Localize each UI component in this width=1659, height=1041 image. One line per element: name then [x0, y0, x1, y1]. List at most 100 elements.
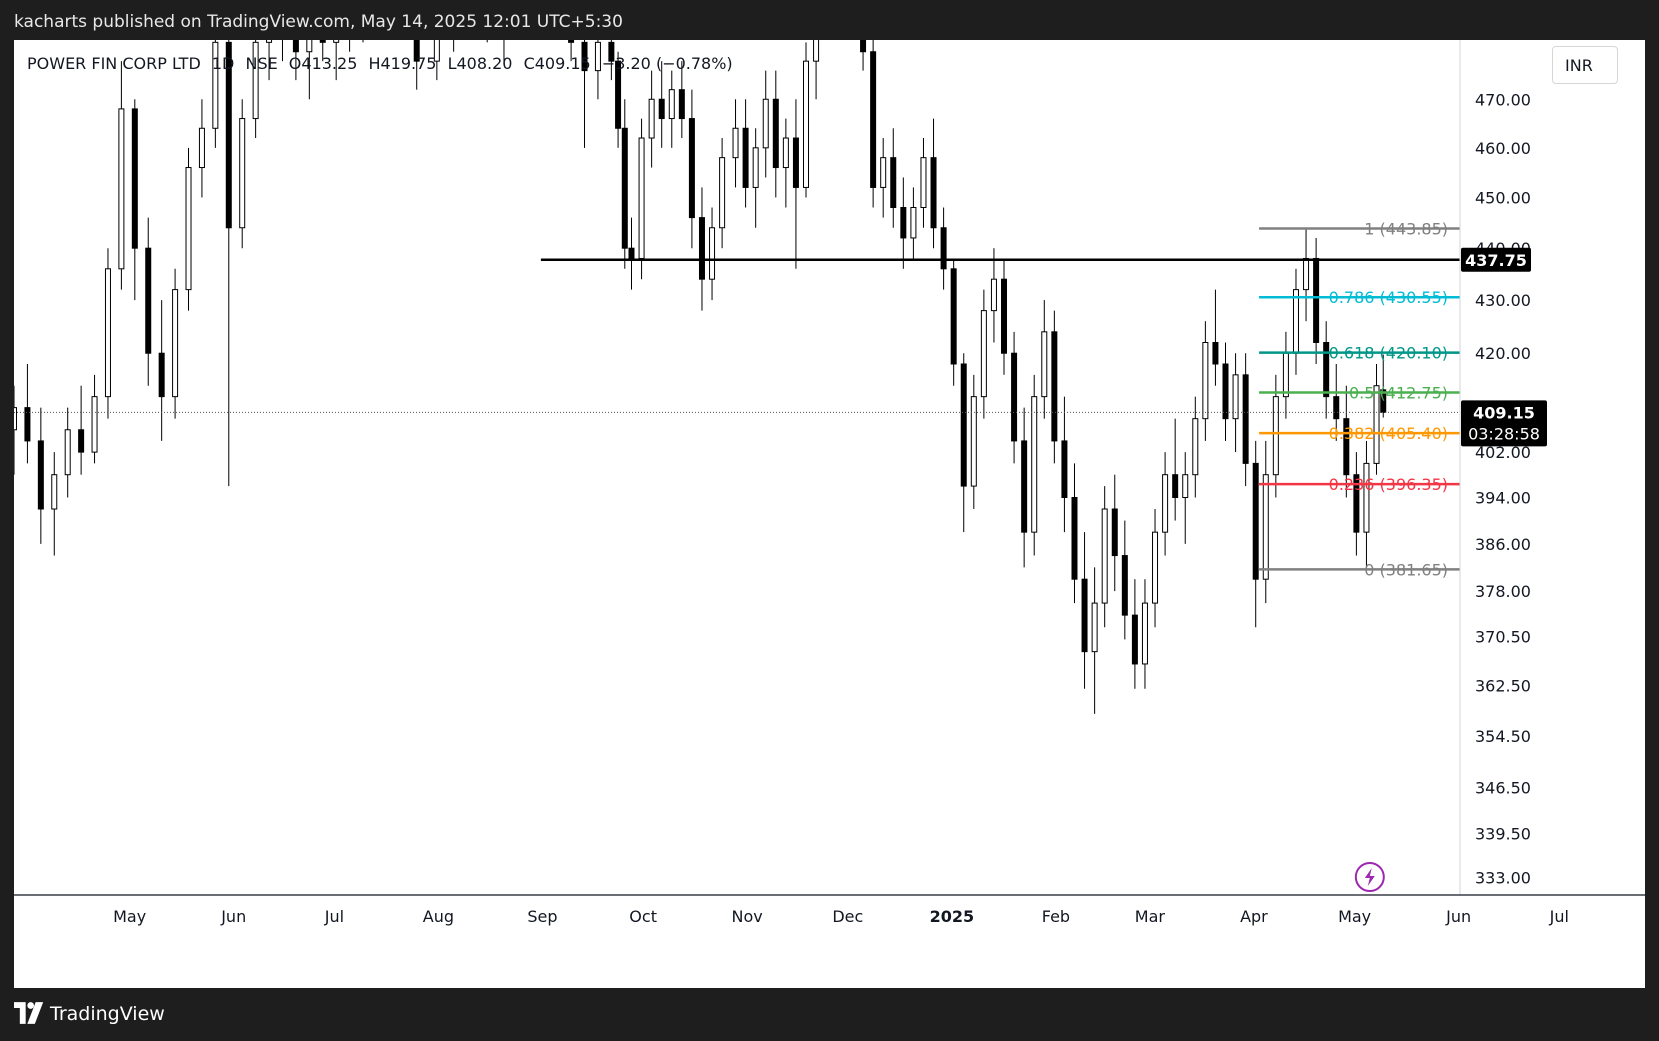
candle[interactable]: [212, 40, 219, 148]
price-chart[interactable]: 1 (443.85) 0.786 (430.55) 0.618 (420.10) 0.…: [14, 40, 1645, 988]
candle[interactable]: [1272, 374, 1279, 498]
candle[interactable]: [1131, 579, 1138, 689]
candle[interactable]: [1222, 342, 1229, 441]
candle[interactable]: [51, 452, 58, 556]
tradingview-brand[interactable]: TradingView: [50, 1003, 165, 1025]
candle[interactable]: [158, 300, 165, 441]
candle[interactable]: [638, 118, 645, 280]
symbol-name[interactable]: POWER FIN CORP LTD: [27, 54, 201, 73]
candle[interactable]: [413, 40, 420, 90]
candle[interactable]: [306, 40, 313, 100]
candle[interactable]: [501, 40, 506, 62]
candle[interactable]: [742, 99, 749, 208]
candle[interactable]: [1061, 396, 1068, 533]
candle[interactable]: [172, 268, 179, 419]
candle[interactable]: [1303, 227, 1310, 322]
candle[interactable]: [104, 248, 111, 419]
candle[interactable]: [1021, 407, 1028, 568]
candle[interactable]: [433, 40, 440, 81]
candle[interactable]: [266, 40, 273, 81]
candle[interactable]: [1373, 364, 1380, 475]
candle[interactable]: [1202, 321, 1209, 441]
candle[interactable]: [1262, 440, 1269, 604]
candle[interactable]: [608, 40, 615, 81]
candle[interactable]: [594, 40, 601, 100]
candle[interactable]: [940, 207, 947, 290]
candle[interactable]: [1313, 237, 1320, 365]
candle[interactable]: [280, 40, 285, 62]
candle[interactable]: [930, 118, 937, 249]
candle[interactable]: [880, 138, 887, 218]
candle[interactable]: [1111, 474, 1118, 592]
candle[interactable]: [1081, 532, 1088, 689]
candle[interactable]: [1323, 321, 1330, 419]
candle[interactable]: [1031, 374, 1038, 556]
candle[interactable]: [333, 40, 340, 81]
candle[interactable]: [709, 207, 716, 301]
candle[interactable]: [198, 99, 205, 198]
candle[interactable]: [252, 40, 259, 139]
candle[interactable]: [980, 289, 987, 419]
candle[interactable]: [37, 407, 44, 544]
candle[interactable]: [131, 99, 138, 301]
candle[interactable]: [1162, 452, 1169, 556]
candle[interactable]: [1212, 289, 1219, 386]
candle[interactable]: [581, 40, 588, 148]
time-axis[interactable]: May Jun Jul Aug Sep Oct Nov Dec 2025 Feb Mar Apr May…: [14, 894, 1645, 926]
candle[interactable]: [239, 99, 246, 249]
candle[interactable]: [91, 374, 98, 464]
candle[interactable]: [1333, 364, 1340, 441]
candle[interactable]: [732, 99, 739, 188]
candle[interactable]: [813, 40, 820, 100]
currency-selector[interactable]: INR: [1552, 46, 1618, 84]
candle[interactable]: [950, 258, 957, 386]
candle[interactable]: [658, 61, 665, 148]
candle[interactable]: [1091, 567, 1098, 714]
candle[interactable]: [1141, 579, 1148, 689]
candle[interactable]: [24, 364, 31, 464]
candle[interactable]: [688, 89, 695, 249]
candle[interactable]: [1152, 509, 1159, 628]
candle[interactable]: [860, 40, 867, 71]
candle[interactable]: [1041, 300, 1048, 419]
candle[interactable]: [1292, 268, 1299, 375]
candle[interactable]: [451, 40, 456, 52]
price-axis[interactable]: 470.00460.00450.00440.00430.00420.00402.…: [1459, 40, 1645, 895]
candle[interactable]: [990, 248, 997, 343]
candle[interactable]: [145, 217, 152, 386]
candle[interactable]: [1282, 331, 1289, 419]
candle[interactable]: [64, 407, 71, 498]
candle[interactable]: [347, 40, 352, 52]
candle[interactable]: [78, 385, 85, 475]
lightning-event-icon[interactable]: [1354, 862, 1385, 892]
candle[interactable]: [1172, 418, 1179, 521]
candle[interactable]: [1121, 520, 1128, 640]
candle[interactable]: [568, 40, 575, 62]
candle[interactable]: [185, 147, 192, 311]
candle[interactable]: [1343, 385, 1350, 498]
candle[interactable]: [1071, 463, 1078, 604]
candle[interactable]: [485, 40, 490, 43]
candle[interactable]: [648, 70, 655, 168]
candle[interactable]: [719, 138, 726, 249]
candle[interactable]: [803, 42, 810, 198]
candle[interactable]: [960, 353, 967, 533]
tradingview-logo-icon[interactable]: [14, 1002, 44, 1024]
candle[interactable]: [1380, 354, 1387, 418]
candle[interactable]: [1242, 353, 1249, 487]
candle[interactable]: [698, 187, 705, 311]
candle[interactable]: [319, 40, 326, 62]
candle[interactable]: [762, 70, 769, 178]
candle[interactable]: [361, 40, 366, 43]
candle[interactable]: [1363, 440, 1370, 568]
candle[interactable]: [782, 118, 789, 208]
candle[interactable]: [772, 70, 779, 198]
candle[interactable]: [225, 40, 232, 487]
candle[interactable]: [1353, 452, 1360, 556]
fibonacci-retracement[interactable]: 1 (443.85) 0.786 (430.55) 0.618 (420.10) 0.…: [1259, 220, 1535, 580]
candle[interactable]: [628, 217, 635, 290]
candle[interactable]: [792, 99, 799, 269]
candle[interactable]: [678, 61, 685, 139]
candle[interactable]: [1192, 396, 1199, 498]
candle[interactable]: [292, 40, 299, 81]
